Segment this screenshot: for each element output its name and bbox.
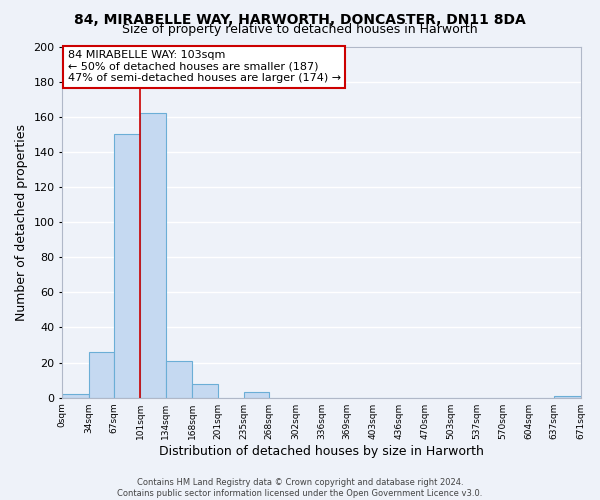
Text: Size of property relative to detached houses in Harworth: Size of property relative to detached ho… <box>122 22 478 36</box>
Bar <box>140 113 166 398</box>
Bar <box>114 134 140 398</box>
Text: 84, MIRABELLE WAY, HARWORTH, DONCASTER, DN11 8DA: 84, MIRABELLE WAY, HARWORTH, DONCASTER, … <box>74 12 526 26</box>
Bar <box>89 352 114 398</box>
Bar <box>166 361 192 398</box>
Bar <box>62 394 89 398</box>
Bar <box>192 384 218 398</box>
Bar <box>244 392 269 398</box>
Y-axis label: Number of detached properties: Number of detached properties <box>15 124 28 320</box>
Text: 84 MIRABELLE WAY: 103sqm
← 50% of detached houses are smaller (187)
47% of semi-: 84 MIRABELLE WAY: 103sqm ← 50% of detach… <box>68 50 341 83</box>
Bar <box>554 396 581 398</box>
X-axis label: Distribution of detached houses by size in Harworth: Distribution of detached houses by size … <box>159 444 484 458</box>
Text: Contains HM Land Registry data © Crown copyright and database right 2024.
Contai: Contains HM Land Registry data © Crown c… <box>118 478 482 498</box>
